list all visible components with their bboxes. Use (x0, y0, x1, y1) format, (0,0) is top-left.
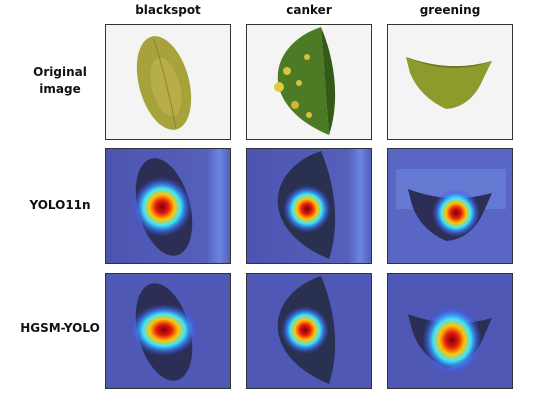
row-label: YOLO11n (29, 198, 91, 212)
image-cell (105, 148, 231, 264)
row-label: Original image (33, 65, 87, 96)
column-header: greening (419, 3, 481, 17)
image-cell (387, 273, 513, 389)
image-cell (105, 273, 231, 389)
image-cell (246, 148, 372, 264)
heatmap-image (247, 274, 371, 388)
heatmap-image (388, 149, 512, 263)
leaf-image (106, 25, 230, 139)
row-label: HGSM-YOLO (20, 321, 100, 335)
image-cell (246, 273, 372, 389)
heatmap-image (106, 274, 230, 388)
image-cell (387, 148, 513, 264)
image-cell (246, 24, 372, 140)
leaf-image (388, 25, 512, 139)
column-header: blackspot (135, 3, 201, 17)
heatmap-image (106, 149, 230, 263)
image-cell (105, 24, 231, 140)
column-header: canker (286, 3, 332, 17)
heatmap-image (247, 149, 371, 263)
leaf-image (247, 25, 371, 139)
image-cell (387, 24, 513, 140)
heatmap-image (388, 274, 512, 388)
